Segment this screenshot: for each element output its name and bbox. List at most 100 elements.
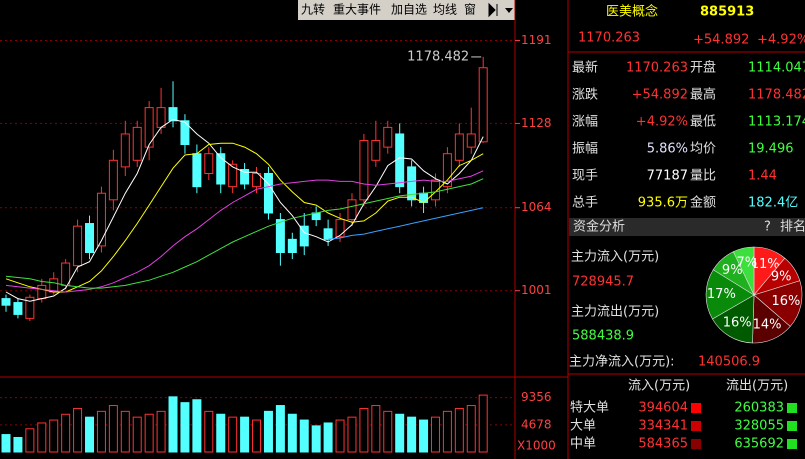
order-type: 中单 xyxy=(570,437,596,452)
quote-label: 涨跌 xyxy=(572,87,598,103)
pie-label: 7% xyxy=(736,256,757,271)
icon-dropdown[interactable] xyxy=(505,8,513,13)
pie-label: 14% xyxy=(753,317,782,332)
order-outflow: 635692 xyxy=(734,437,784,452)
candle-body xyxy=(442,153,452,188)
order-inflow: 394604 xyxy=(638,401,688,416)
volume-bar xyxy=(37,422,47,453)
orders-header: 流入(万元) xyxy=(628,379,690,394)
pie-label: 16% xyxy=(723,316,752,331)
pie-label: 16% xyxy=(771,294,800,309)
help-button[interactable]: ? xyxy=(764,220,771,235)
y-tick-label: 1191 xyxy=(521,33,552,47)
quote-value: 935.6万 xyxy=(638,196,688,211)
volume-bar xyxy=(204,410,214,453)
inflow-swatch xyxy=(691,403,701,413)
candle-body xyxy=(132,126,142,161)
candle-body xyxy=(192,153,202,188)
candle-body xyxy=(347,199,357,221)
quote-label: 总手 xyxy=(572,196,598,211)
order-type: 特大单 xyxy=(570,401,609,416)
volume-bar xyxy=(442,410,452,453)
toolbar-button[interactable]: 九转 xyxy=(301,2,325,17)
volume-bar xyxy=(359,407,369,453)
candle-body xyxy=(335,219,345,238)
moving-average xyxy=(5,118,484,302)
candle-body xyxy=(275,219,285,254)
quote-label: 最高 xyxy=(690,87,716,103)
moving-average xyxy=(5,178,484,289)
volume-bar xyxy=(108,405,118,453)
toolbar-button[interactable]: 窗 xyxy=(464,3,476,17)
candle-body xyxy=(204,153,214,174)
rank-tab[interactable]: 排名 xyxy=(780,219,805,235)
toolbar-button[interactable]: 加自选 xyxy=(391,3,427,17)
candle-body xyxy=(430,179,440,201)
toolbar-button[interactable]: 重大事件 xyxy=(333,3,381,17)
candle-body xyxy=(144,107,154,148)
candle-body xyxy=(1,298,11,306)
orders-header: 流出(万元) xyxy=(726,379,788,394)
quote-label: 振幅 xyxy=(572,142,598,157)
inflow-swatch xyxy=(691,421,701,431)
volume-bar xyxy=(407,416,417,453)
volume-bar xyxy=(132,416,142,453)
quote-label: 最新 xyxy=(572,60,598,76)
order-inflow: 584365 xyxy=(638,437,688,452)
volume-bar xyxy=(61,413,71,453)
candle-body xyxy=(240,169,250,185)
candle-body xyxy=(395,133,405,188)
volume-bar xyxy=(180,402,190,453)
volume-bar xyxy=(478,394,488,453)
quote-value: 1178.482 xyxy=(748,88,805,103)
candle-body xyxy=(13,302,23,315)
y-tick-label: 9356 xyxy=(521,390,552,404)
volume-bar xyxy=(323,422,333,453)
candle-body xyxy=(228,163,238,188)
candle-body xyxy=(454,133,464,161)
volume-bar xyxy=(371,405,381,453)
quote-value: 1170.263 xyxy=(626,61,688,76)
quote-value: 1113.174 xyxy=(748,115,805,130)
volume-bar xyxy=(335,419,345,453)
candle-body xyxy=(108,159,118,201)
pie-label: 9% xyxy=(771,269,792,284)
y-tick-label: 1064 xyxy=(521,200,552,214)
candle-body xyxy=(323,228,333,240)
candle-body xyxy=(156,107,166,128)
icon-next[interactable] xyxy=(488,2,498,18)
candle-body xyxy=(407,166,417,201)
volume-bar xyxy=(311,425,321,453)
y-tick-label: 1128 xyxy=(521,116,552,130)
pie-label: 9% xyxy=(722,263,743,278)
volume-bar xyxy=(299,419,309,453)
toolbar xyxy=(298,0,515,20)
candle-body xyxy=(168,107,178,122)
net-label: 主力净流入(万元): xyxy=(569,355,675,370)
candle-body xyxy=(359,140,369,201)
volume-bar xyxy=(252,419,262,453)
order-inflow: 334341 xyxy=(638,419,688,434)
inflow-swatch xyxy=(691,439,701,449)
candle-body xyxy=(73,225,83,267)
quote-label: 量比 xyxy=(690,169,716,184)
volume-bar xyxy=(192,399,202,453)
quote-label: 金额 xyxy=(690,195,716,211)
pie-slice xyxy=(705,269,755,320)
volume-bar xyxy=(168,396,178,453)
fund-title: 资金分析 xyxy=(573,219,625,235)
inflow-label: 主力流入(万元) xyxy=(571,250,659,265)
quote-value: 182.4亿 xyxy=(748,196,798,211)
candle-body xyxy=(25,296,35,319)
candle-body xyxy=(252,172,262,188)
quote-label: 均价 xyxy=(690,142,716,157)
volume-bar xyxy=(156,410,166,453)
candle-body xyxy=(371,140,381,161)
toolbar-button[interactable]: 均线 xyxy=(433,3,457,17)
quote-value: +4.92% xyxy=(636,115,688,130)
volume-bar xyxy=(13,436,23,453)
candle-body xyxy=(478,67,488,143)
candle-body xyxy=(180,120,190,145)
